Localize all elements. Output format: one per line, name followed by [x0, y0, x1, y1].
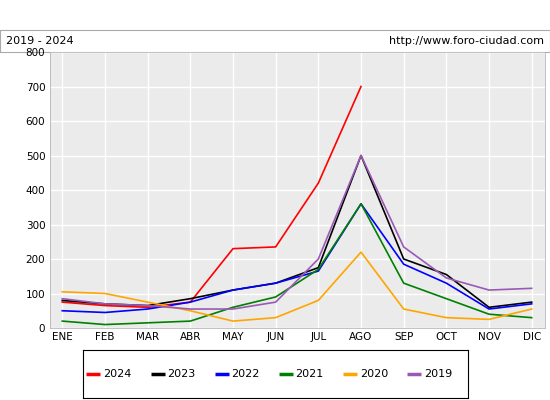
- 2022: [315, 269, 322, 274]
- 2022: [358, 202, 364, 206]
- 2021: [358, 202, 364, 206]
- 2024: [358, 84, 364, 89]
- 2024: [230, 246, 236, 251]
- 2023: [400, 257, 407, 262]
- 2021: [102, 322, 108, 327]
- 2020: [315, 298, 322, 303]
- 2021: [187, 319, 194, 324]
- Text: http://www.foro-ciudad.com: http://www.foro-ciudad.com: [389, 36, 544, 46]
- 2023: [358, 153, 364, 158]
- Line: 2021: 2021: [62, 204, 532, 324]
- 2021: [59, 319, 65, 324]
- 2021: [486, 312, 492, 317]
- 2020: [529, 307, 535, 312]
- 2023: [102, 302, 108, 306]
- Text: 2020: 2020: [360, 369, 388, 379]
- 2019: [272, 300, 279, 304]
- Line: 2019: 2019: [62, 156, 532, 309]
- 2021: [529, 315, 535, 320]
- 2020: [230, 319, 236, 324]
- 2019: [59, 296, 65, 301]
- 2024: [187, 300, 194, 304]
- 2022: [443, 281, 450, 286]
- 2022: [102, 310, 108, 315]
- 2019: [187, 307, 194, 312]
- 2021: [443, 296, 450, 301]
- 2023: [486, 305, 492, 310]
- 2023: [59, 298, 65, 303]
- Text: Evolucion Nº Turistas Extranjeros en el municipio de Laxe: Evolucion Nº Turistas Extranjeros en el …: [50, 8, 501, 22]
- 2024: [59, 300, 65, 304]
- 2022: [187, 300, 194, 304]
- 2022: [144, 307, 151, 312]
- Text: 2019: 2019: [424, 369, 452, 379]
- 2019: [144, 303, 151, 308]
- 2022: [486, 307, 492, 312]
- Text: 2021: 2021: [295, 369, 324, 379]
- 2020: [144, 300, 151, 304]
- 2019: [230, 307, 236, 312]
- 2023: [315, 265, 322, 270]
- 2020: [102, 291, 108, 296]
- 2021: [230, 305, 236, 310]
- Text: 2023: 2023: [167, 369, 195, 379]
- 2023: [272, 281, 279, 286]
- 2020: [358, 250, 364, 254]
- Text: 2024: 2024: [103, 369, 131, 379]
- 2019: [529, 286, 535, 291]
- 2019: [102, 302, 108, 306]
- 2023: [529, 300, 535, 304]
- 2021: [144, 320, 151, 325]
- 2019: [486, 288, 492, 292]
- 2020: [272, 315, 279, 320]
- 2022: [400, 262, 407, 266]
- 2020: [59, 289, 65, 294]
- 2024: [102, 303, 108, 308]
- 2024: [315, 181, 322, 186]
- 2023: [144, 303, 151, 308]
- 2022: [529, 302, 535, 306]
- 2020: [400, 307, 407, 312]
- 2020: [486, 317, 492, 322]
- 2021: [272, 294, 279, 299]
- 2021: [315, 267, 322, 272]
- Line: 2022: 2022: [62, 204, 532, 312]
- 2020: [443, 315, 450, 320]
- 2023: [187, 296, 194, 301]
- Line: 2023: 2023: [62, 156, 532, 307]
- 2023: [443, 272, 450, 277]
- 2022: [59, 308, 65, 313]
- 2022: [230, 288, 236, 292]
- 2019: [315, 257, 322, 262]
- 2023: [230, 288, 236, 292]
- 2022: [272, 281, 279, 286]
- 2019: [358, 153, 364, 158]
- Line: 2024: 2024: [62, 86, 361, 307]
- 2024: [144, 305, 151, 310]
- 2020: [187, 308, 194, 313]
- 2024: [272, 244, 279, 249]
- 2019: [443, 276, 450, 280]
- 2019: [400, 244, 407, 249]
- 2021: [400, 281, 407, 286]
- Text: 2019 - 2024: 2019 - 2024: [6, 36, 73, 46]
- Text: 2022: 2022: [232, 369, 260, 379]
- Line: 2020: 2020: [62, 252, 532, 321]
